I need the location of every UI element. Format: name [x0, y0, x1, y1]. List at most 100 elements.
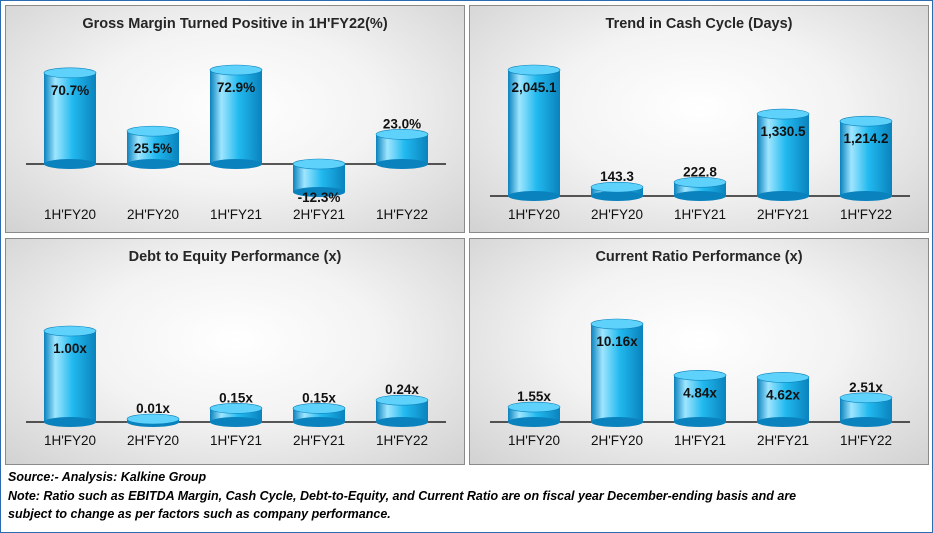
value-label: 2,045.1	[511, 80, 557, 95]
value-label: 0.15x	[219, 390, 253, 405]
bar-body	[757, 114, 809, 196]
category-label: 1H'FY22	[376, 207, 428, 222]
bar-base	[508, 191, 560, 201]
category-label: 2H'FY20	[127, 207, 179, 222]
bar-2	[126, 125, 180, 169]
value-label: 25.5%	[134, 141, 172, 156]
bar-cap	[507, 64, 561, 76]
value-label: 1.00x	[53, 341, 87, 356]
bar-cap	[673, 370, 727, 381]
category-label: 1H'FY21	[210, 433, 262, 448]
bar-1	[507, 64, 561, 201]
value-label: 143.3	[600, 169, 634, 184]
value-label: 0.15x	[302, 390, 336, 405]
bar-base	[210, 417, 262, 427]
bar-5	[839, 392, 893, 427]
bar-5	[375, 129, 429, 169]
bar-base	[127, 159, 179, 169]
category-label: 2H'FY20	[127, 433, 179, 448]
bar-base	[757, 191, 809, 201]
value-label: 1,330.5	[760, 124, 806, 139]
bar-cap	[590, 181, 644, 193]
bar-3	[209, 64, 263, 169]
disclaimer-line-1: Note: Ratio such as EBITDA Margin, Cash …	[8, 488, 797, 503]
current-ratio-title: Current Ratio Performance (x)	[595, 249, 803, 265]
source-note: Source:- Analysis: Kalkine Group	[8, 470, 207, 484]
bar-4	[292, 403, 346, 427]
category-label: 1H'FY20	[44, 207, 96, 222]
category-label: 1H'FY20	[508, 433, 560, 448]
bar-body	[210, 70, 262, 164]
bar-cap	[375, 394, 429, 406]
bar-cap	[375, 129, 429, 140]
bar-base	[293, 187, 345, 197]
bar-cap	[839, 115, 893, 127]
bar-3	[673, 176, 727, 201]
category-label: 1H'FY21	[210, 207, 262, 222]
bar-body	[127, 131, 179, 164]
bar-body	[591, 324, 643, 422]
value-label: 4.62x	[766, 387, 800, 402]
bar-2	[590, 181, 644, 201]
bar-4	[756, 108, 810, 201]
bar-body	[376, 400, 428, 422]
bar-cap	[209, 64, 263, 76]
bar-base	[376, 417, 428, 427]
bar-base	[508, 417, 560, 427]
value-label: 1.55x	[517, 389, 551, 404]
category-label: 1H'FY20	[44, 433, 96, 448]
bar-2	[126, 413, 180, 427]
bar-base	[44, 417, 96, 427]
bar-2	[590, 318, 644, 427]
bar-5	[839, 115, 893, 201]
category-label: 1H'FY21	[674, 433, 726, 448]
value-label: 10.16x	[596, 334, 638, 349]
bar-cap	[507, 401, 561, 413]
bar-base	[44, 159, 96, 169]
category-label: 1H'FY22	[376, 433, 428, 448]
category-label: 2H'FY21	[293, 433, 345, 448]
bar-base	[840, 191, 892, 201]
category-label: 2H'FY21	[757, 207, 809, 222]
bar-cap	[43, 325, 97, 337]
bar-cap	[590, 318, 644, 330]
bar-body	[44, 72, 96, 164]
bar-base	[674, 191, 726, 201]
bar-1	[507, 401, 561, 427]
bar-cap	[126, 413, 180, 425]
bar-body	[757, 377, 809, 422]
value-label: 4.84x	[683, 385, 717, 400]
bar-base	[757, 417, 809, 427]
category-label: 2H'FY20	[591, 207, 643, 222]
category-label: 1H'FY22	[840, 433, 892, 448]
cash-cycle-chart: 2,045.1 1H'FY20 143.3 2H'FY20 222.8 1H'FY21 1,…	[490, 64, 910, 222]
category-label: 1H'FY22	[840, 207, 892, 222]
bar-cap	[839, 392, 893, 404]
bar-cap	[673, 176, 727, 188]
value-label: 70.7%	[51, 83, 89, 98]
bar-body	[44, 331, 96, 422]
bar-body	[674, 375, 726, 422]
category-label: 2H'FY21	[293, 207, 345, 222]
gross-margin-title: Gross Margin Turned Positive in 1H'FY22(…	[82, 16, 388, 32]
bar-cap	[43, 67, 97, 79]
bar-3	[673, 370, 727, 427]
bar-body	[840, 121, 892, 196]
bar-cap	[756, 108, 810, 120]
value-label: 23.0%	[383, 116, 421, 131]
value-label: 72.9%	[217, 80, 255, 95]
value-label: 2.51x	[849, 380, 883, 395]
debt-equity-title: Debt to Equity Performance (x)	[128, 249, 342, 265]
bar-cap	[292, 403, 346, 414]
bar-cap	[292, 158, 346, 170]
current-ratio-chart: 1.55x 1H'FY20 10.16x 2H'FY20 4.84x 1H'FY21 4.6…	[490, 318, 910, 448]
current-ratio-panel: Current Ratio Performance (x) 1.55x 1H'FY…	[469, 238, 929, 465]
bar-cap	[209, 403, 263, 414]
category-label: 1H'FY20	[508, 207, 560, 222]
bar-base	[591, 417, 643, 427]
bar-base	[210, 159, 262, 169]
gross-margin-chart: 70.7% 1H'FY20 25.5% 2H'FY20 72.9% 1H'FY21 -12.…	[26, 64, 446, 222]
value-label: 0.24x	[385, 382, 419, 397]
category-label: 1H'FY21	[674, 207, 726, 222]
